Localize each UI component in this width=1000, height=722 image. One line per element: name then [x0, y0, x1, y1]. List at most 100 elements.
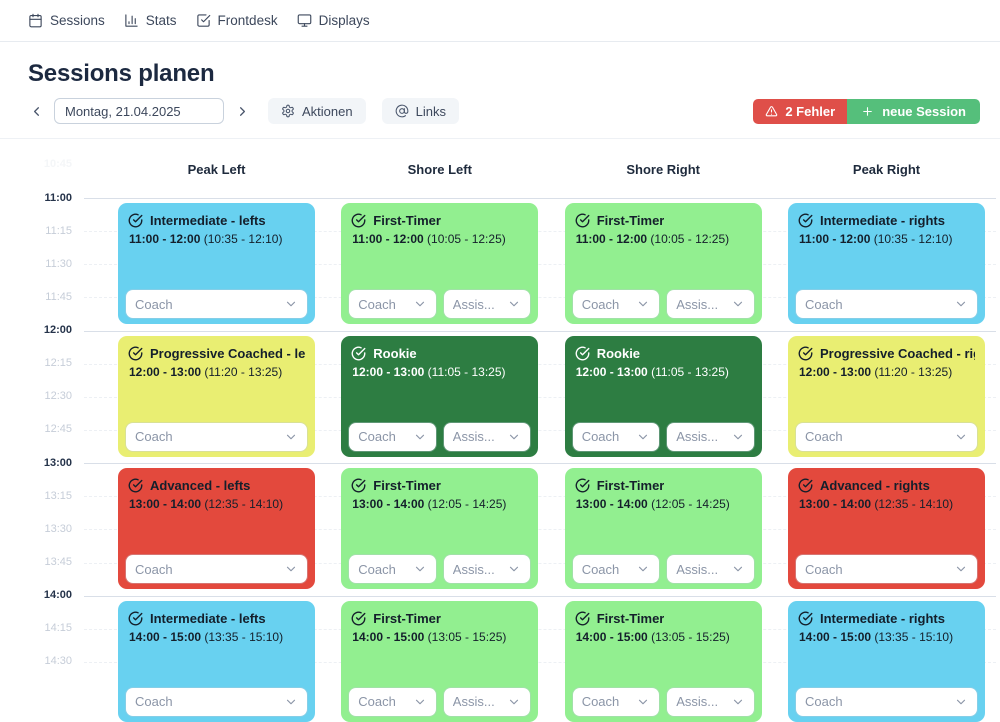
chevron-down-icon	[510, 301, 519, 307]
coach-select[interactable]: Coach	[126, 290, 307, 318]
time-label: 12:45	[44, 423, 72, 436]
session-selects: Coach Assis...	[349, 555, 531, 584]
session-title: Rookie	[596, 345, 641, 361]
header-controls: Aktionen Links 2 Fehler neue Session	[28, 98, 980, 124]
session-title-row: Intermediate - rights	[798, 213, 975, 228]
assistant-select-value: Assis...	[676, 296, 719, 312]
session-title-row: Progressive Coached - rights	[798, 346, 975, 361]
session-selects: Coach Assis...	[349, 422, 531, 451]
coach-select[interactable]: Coach	[349, 290, 436, 318]
session-card[interactable]: First-Timer 13:00 - 14:00 (12:05 - 14:25)…	[564, 468, 762, 590]
coach-select[interactable]: Coach	[796, 290, 977, 318]
session-card[interactable]: First-Timer 14:00 - 15:00 (13:05 - 15:25)…	[341, 600, 539, 722]
chevron-down-icon	[286, 301, 296, 307]
coach-select[interactable]: Coach	[796, 555, 977, 584]
coach-select[interactable]: Coach	[126, 422, 307, 451]
session-card[interactable]: Advanced - rights 13:00 - 14:00 (12:35 - …	[788, 468, 985, 590]
coach-select[interactable]: Coach	[572, 555, 660, 584]
session-selects: Coach	[796, 687, 977, 716]
errors-button[interactable]: 2 Fehler	[753, 98, 848, 124]
session-selects: Coach Assis...	[572, 290, 754, 318]
new-session-button[interactable]: neue Session	[847, 98, 980, 124]
next-day-button[interactable]	[234, 103, 250, 119]
chevron-down-icon	[956, 301, 966, 307]
date-input[interactable]	[54, 98, 224, 124]
coach-select-value: Coach	[358, 694, 396, 710]
session-selects: Coach Assis...	[572, 687, 754, 716]
session-card[interactable]: Rookie 12:00 - 13:00 (11:05 - 13:25) Coach…	[564, 335, 762, 457]
check-circle-icon	[351, 346, 366, 360]
session-title-row: Advanced - rights	[798, 478, 975, 493]
assistant-select[interactable]: Assis...	[667, 555, 754, 584]
coach-select[interactable]: Coach	[572, 422, 660, 451]
coach-select[interactable]: Coach	[126, 687, 307, 716]
nav-item-frontdesk[interactable]: Frontdesk	[196, 13, 278, 28]
session-card[interactable]: Intermediate - rights 14:00 - 15:00 (13:3…	[788, 600, 985, 722]
chevron-left-icon	[33, 106, 39, 116]
session-card[interactable]: Intermediate - rights 11:00 - 12:00 (10:3…	[788, 203, 985, 324]
session-card[interactable]: Progressive Coached - lefts 12:00 - 13:00…	[118, 335, 315, 457]
session-title: Advanced - rights	[820, 478, 930, 494]
session-title: Intermediate - lefts	[150, 213, 266, 228]
nav-item-stats[interactable]: Stats	[124, 13, 177, 28]
session-card[interactable]: First-Timer 13:00 - 14:00 (12:05 - 14:25)…	[341, 468, 539, 590]
assistant-select[interactable]: Assis...	[443, 422, 531, 451]
coach-select[interactable]: Coach	[349, 687, 436, 716]
time-label: 12:00	[43, 324, 72, 337]
coach-select[interactable]: Coach	[572, 290, 660, 318]
chevron-down-icon	[639, 699, 648, 705]
coach-select[interactable]: Coach	[572, 687, 660, 716]
coach-select[interactable]: Coach	[349, 555, 436, 584]
check-circle-icon	[798, 478, 813, 493]
assistant-select[interactable]: Assis...	[667, 290, 754, 318]
coach-select[interactable]: Coach	[796, 687, 977, 716]
nav-item-sessions[interactable]: Sessions	[28, 13, 105, 28]
coach-select-value: Coach	[358, 296, 396, 312]
nav-item-displays[interactable]: Displays	[297, 13, 370, 28]
session-card[interactable]: Advanced - lefts 13:00 - 14:00 (12:35 - 1…	[118, 468, 315, 590]
coach-select-value: Coach	[581, 296, 620, 312]
assistant-select[interactable]: Assis...	[667, 422, 754, 451]
session-card[interactable]: Intermediate - lefts 11:00 - 12:00 (10:35…	[118, 203, 315, 324]
session-card[interactable]: First-Timer 14:00 - 15:00 (13:05 - 15:25)…	[564, 600, 762, 722]
actions-button[interactable]: Aktionen	[268, 98, 366, 124]
session-selects: Coach	[126, 422, 307, 451]
bar-chart-icon	[125, 14, 138, 27]
session-card[interactable]: Intermediate - lefts 14:00 - 15:00 (13:35…	[118, 600, 315, 722]
session-selects: Coach Assis...	[349, 687, 531, 716]
session-title-row: First-Timer	[575, 611, 752, 626]
chevron-down-icon	[286, 699, 296, 705]
assistant-select[interactable]: Assis...	[443, 555, 531, 584]
chevron-right-icon	[239, 106, 245, 116]
session-card[interactable]: First-Timer 11:00 - 12:00 (10:05 - 12:25)…	[341, 203, 539, 324]
links-button-label: Links	[415, 103, 446, 119]
time-label: 11:15	[45, 224, 72, 237]
previous-day-button[interactable]	[28, 103, 44, 119]
assistant-select-value: Assis...	[452, 429, 495, 445]
links-button[interactable]: Links	[381, 98, 459, 124]
session-card[interactable]: Progressive Coached - rights 12:00 - 13:0…	[788, 335, 985, 457]
assistant-select[interactable]: Assis...	[667, 687, 754, 716]
session-selects: Coach	[796, 290, 977, 318]
session-title-row: First-Timer	[575, 213, 752, 228]
session-card[interactable]: Rookie 12:00 - 13:00 (11:05 - 13:25) Coach…	[341, 335, 539, 457]
check-circle-icon	[798, 346, 813, 360]
gear-icon	[282, 104, 294, 118]
assistant-select[interactable]: Assis...	[443, 687, 531, 716]
session-card[interactable]: First-Timer 11:00 - 12:00 (10:05 - 12:25)…	[564, 203, 762, 324]
session-time: 13:00 - 14:00 (12:05 - 14:25)	[352, 497, 507, 512]
coach-select[interactable]: Coach	[349, 422, 436, 451]
coach-select-value: Coach	[581, 694, 620, 710]
warning-triangle-icon	[766, 105, 778, 116]
chevron-down-icon	[415, 434, 424, 439]
coach-select[interactable]: Coach	[796, 422, 977, 451]
coach-select-value: Coach	[135, 429, 173, 445]
time-label: 14:30	[44, 655, 72, 668]
header-action-group: 2 Fehler neue Session	[753, 98, 980, 124]
assistant-select[interactable]: Assis...	[443, 290, 531, 318]
chevron-down-icon	[510, 434, 519, 439]
session-title-row: Intermediate - rights	[798, 611, 975, 626]
coach-select[interactable]: Coach	[126, 555, 307, 584]
session-title-row: First-Timer	[351, 213, 528, 228]
column-header-shore-right: Shore Right	[626, 162, 701, 177]
